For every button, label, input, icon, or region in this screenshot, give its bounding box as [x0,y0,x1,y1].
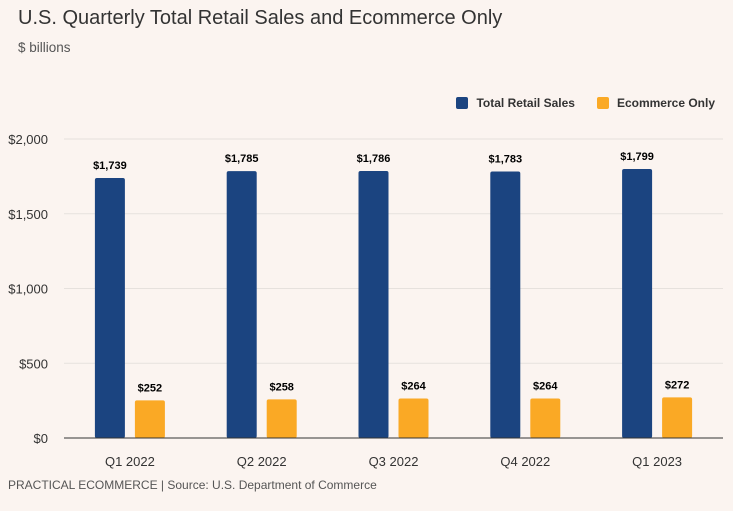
bar-total-retail [358,170,389,439]
data-label: $1,799 [620,151,654,163]
legend-swatch-total-retail [456,97,469,109]
chart-legend: Total Retail Sales Ecommerce Only [456,96,715,110]
x-tick-label: Q4 2022 [500,454,550,469]
data-label: $264 [401,381,426,393]
bar-ecommerce [662,397,693,438]
data-label: $1,785 [225,153,259,165]
legend-item-total-retail[interactable]: Total Retail Sales [456,96,575,110]
bar-ecommerce [134,400,165,438]
legend-label-ecommerce: Ecommerce Only [616,96,715,110]
bar-total-retail [490,171,521,438]
data-label: $1,783 [488,153,522,165]
chart-footer: PRACTICAL ECOMMERCE | Source: U.S. Depar… [8,478,377,492]
y-tick-label: $1,500 [8,207,48,222]
data-label: $272 [665,379,689,391]
bar-total-retail [94,178,125,438]
legend-swatch-ecommerce [596,97,609,109]
chart-subtitle: $ billions [18,40,71,55]
bar-ecommerce [398,398,429,438]
data-label: $1,739 [93,160,127,172]
data-label: $252 [138,382,162,394]
x-tick-label: Q1 2022 [105,454,155,469]
y-tick-label: $1,000 [8,282,48,297]
x-tick-label: Q1 2023 [632,454,682,469]
y-tick-label: $500 [19,356,48,371]
bar-total-retail [226,171,257,438]
legend-item-ecommerce[interactable]: Ecommerce Only [596,96,715,110]
data-label: $1,786 [357,153,391,165]
x-tick-label: Q3 2022 [369,454,419,469]
y-tick-label: $0 [34,431,48,446]
y-tick-label: $2,000 [8,132,48,147]
x-tick-label: Q2 2022 [237,454,287,469]
bar-ecommerce [266,399,297,438]
bar-total-retail [622,169,653,438]
bar-ecommerce [530,398,561,438]
data-label: $264 [533,381,558,393]
data-label: $258 [269,381,293,393]
chart-title: U.S. Quarterly Total Retail Sales and Ec… [18,7,503,29]
legend-label-total-retail: Total Retail Sales [476,96,575,110]
